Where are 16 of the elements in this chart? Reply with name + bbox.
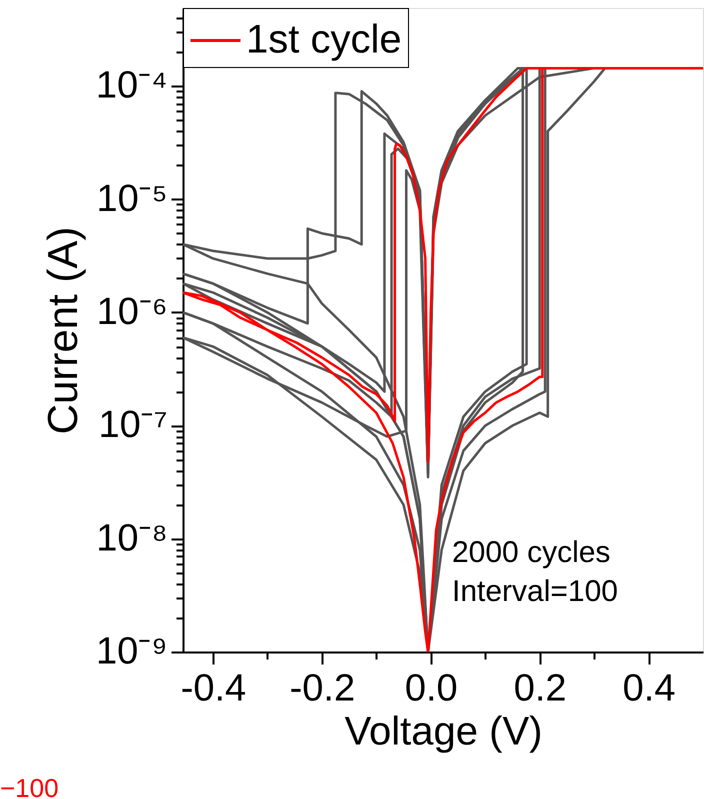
y-tick-label: 10⁻⁸ [96,517,168,560]
y-tick-label: 10⁻⁹ [96,630,168,672]
legend-label: 1st cycle [246,18,402,62]
y-axis-title: Current (A) [38,226,86,434]
y-tick-label: 10⁻⁴ [96,64,168,107]
annotation: 2000 cycles Interval=100 [452,536,618,608]
text: −100 [0,773,59,799]
x-tick-label: 0.4 [622,668,676,710]
x-axis-title: Voltage (V) [344,710,542,754]
y-tick-label: 10⁻⁶ [96,290,168,333]
x-tick-label: 0.0 [404,668,458,710]
x-tick-label: 0.2 [514,668,567,710]
x-tick-label: -0.2 [290,668,356,710]
x-tick-label: -0.4 [180,668,246,710]
y-tick-label: 10⁻⁵ [96,178,168,220]
y-tick-label: 10⁻⁷ [98,404,168,446]
